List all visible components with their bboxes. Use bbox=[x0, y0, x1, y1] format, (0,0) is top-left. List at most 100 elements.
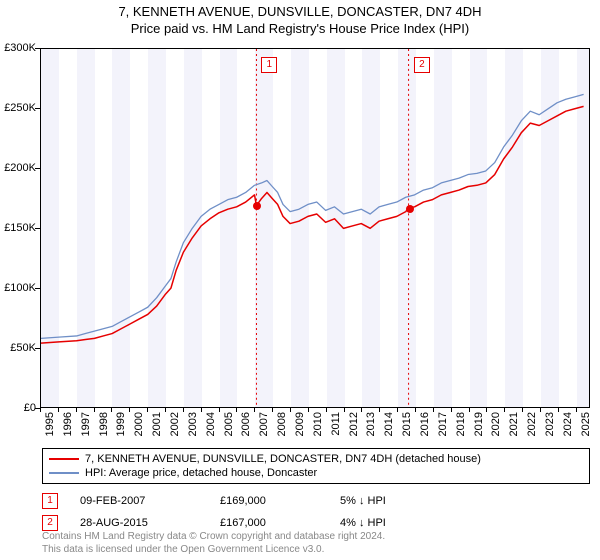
x-axis-label: 2006 bbox=[240, 412, 252, 436]
x-axis-label: 2014 bbox=[383, 412, 395, 436]
y-axis-label: £0 bbox=[0, 402, 36, 414]
series-price_paid bbox=[41, 106, 584, 343]
sale-hpi-delta: 4% ↓ HPI bbox=[340, 517, 590, 529]
x-tick bbox=[147, 407, 148, 412]
footer-line-2: This data is licensed under the Open Gov… bbox=[42, 544, 385, 557]
sale-hpi-delta: 5% ↓ HPI bbox=[340, 495, 590, 507]
legend-swatch bbox=[49, 458, 79, 460]
x-tick bbox=[344, 407, 345, 412]
x-axis-label: 2024 bbox=[562, 412, 574, 436]
x-axis-label: 2017 bbox=[437, 412, 449, 436]
x-axis-label: 2004 bbox=[205, 412, 217, 436]
x-axis-label: 1998 bbox=[98, 412, 110, 436]
y-tick bbox=[35, 168, 40, 169]
x-axis-label: 2011 bbox=[330, 412, 342, 436]
y-tick bbox=[35, 348, 40, 349]
x-tick bbox=[165, 407, 166, 412]
footer-line-1: Contains HM Land Registry data © Crown c… bbox=[42, 531, 385, 544]
x-tick bbox=[290, 407, 291, 412]
x-axis-label: 2018 bbox=[455, 412, 467, 436]
x-axis-label: 2005 bbox=[223, 412, 235, 436]
plot-area: 12 £0£50K£100K£150K£200K£250K£300K199519… bbox=[40, 48, 590, 408]
x-tick bbox=[76, 407, 77, 412]
sale-rows: 1 09-FEB-2007£169,0005% ↓ HPI 2 28-AUG-2015… bbox=[42, 490, 590, 534]
x-axis-label: 2016 bbox=[419, 412, 431, 436]
x-tick bbox=[379, 407, 380, 412]
x-tick bbox=[40, 407, 41, 412]
x-axis-label: 2013 bbox=[365, 412, 377, 436]
x-tick bbox=[576, 407, 577, 412]
x-tick bbox=[433, 407, 434, 412]
y-axis-label: £150K bbox=[0, 222, 36, 234]
x-axis-label: 2007 bbox=[258, 412, 270, 436]
y-tick bbox=[35, 288, 40, 289]
sale-number-box: 2 bbox=[42, 515, 58, 531]
x-tick bbox=[58, 407, 59, 412]
legend-swatch bbox=[49, 472, 79, 474]
x-axis-label: 2003 bbox=[187, 412, 199, 436]
sale-row: 1 09-FEB-2007£169,0005% ↓ HPI bbox=[42, 490, 590, 512]
x-axis-label: 1997 bbox=[80, 412, 92, 436]
y-tick bbox=[35, 228, 40, 229]
sale-price: £169,000 bbox=[220, 495, 340, 507]
chart-subtitle: Price paid vs. HM Land Registry's House … bbox=[0, 21, 600, 36]
sale-date: 28-AUG-2015 bbox=[80, 517, 220, 529]
x-axis-label: 2010 bbox=[312, 412, 324, 436]
x-axis-label: 2023 bbox=[544, 412, 556, 436]
y-axis-label: £100K bbox=[0, 282, 36, 294]
x-axis-label: 1996 bbox=[62, 412, 74, 436]
x-axis-label: 2021 bbox=[508, 412, 520, 436]
x-tick bbox=[415, 407, 416, 412]
x-axis-label: 2001 bbox=[151, 412, 163, 436]
x-tick bbox=[183, 407, 184, 412]
series-svg bbox=[41, 49, 589, 408]
y-tick bbox=[35, 108, 40, 109]
x-tick bbox=[236, 407, 237, 412]
x-tick bbox=[486, 407, 487, 412]
x-axis-label: 2009 bbox=[294, 412, 306, 436]
sale-marker-box: 2 bbox=[414, 57, 430, 73]
x-axis-label: 2000 bbox=[133, 412, 145, 436]
x-axis-label: 2020 bbox=[490, 412, 502, 436]
x-axis-label: 2025 bbox=[580, 412, 592, 436]
x-tick bbox=[397, 407, 398, 412]
sale-marker-dot bbox=[406, 205, 414, 213]
sale-number-box: 1 bbox=[42, 493, 58, 509]
x-tick bbox=[522, 407, 523, 412]
plot-frame: 12 bbox=[40, 48, 590, 408]
x-tick bbox=[219, 407, 220, 412]
x-axis-label: 2022 bbox=[526, 412, 538, 436]
legend-label: 7, KENNETH AVENUE, DUNSVILLE, DONCASTER,… bbox=[85, 453, 481, 465]
sale-price: £167,000 bbox=[220, 517, 340, 529]
footer-notice: Contains HM Land Registry data © Crown c… bbox=[42, 531, 385, 556]
x-axis-label: 1995 bbox=[44, 412, 56, 436]
series-hpi bbox=[41, 94, 584, 338]
x-axis-label: 2012 bbox=[348, 412, 360, 436]
y-axis-label: £300K bbox=[0, 42, 36, 54]
sale-date: 09-FEB-2007 bbox=[80, 495, 220, 507]
x-tick bbox=[504, 407, 505, 412]
y-axis-label: £200K bbox=[0, 162, 36, 174]
x-axis-label: 2015 bbox=[401, 412, 413, 436]
x-tick bbox=[326, 407, 327, 412]
x-axis-label: 2008 bbox=[276, 412, 288, 436]
x-tick bbox=[129, 407, 130, 412]
chart-titles: 7, KENNETH AVENUE, DUNSVILLE, DONCASTER,… bbox=[0, 0, 600, 36]
x-tick bbox=[308, 407, 309, 412]
x-tick bbox=[111, 407, 112, 412]
x-tick bbox=[94, 407, 95, 412]
x-tick bbox=[254, 407, 255, 412]
x-tick bbox=[451, 407, 452, 412]
x-axis-label: 1999 bbox=[115, 412, 127, 436]
chart-title: 7, KENNETH AVENUE, DUNSVILLE, DONCASTER,… bbox=[0, 4, 600, 19]
sale-marker-box: 1 bbox=[261, 57, 277, 73]
x-axis-label: 2002 bbox=[169, 412, 181, 436]
x-tick bbox=[272, 407, 273, 412]
legend-box: 7, KENNETH AVENUE, DUNSVILLE, DONCASTER,… bbox=[42, 448, 590, 484]
y-tick bbox=[35, 48, 40, 49]
y-axis-label: £50K bbox=[0, 342, 36, 354]
y-axis-label: £250K bbox=[0, 102, 36, 114]
x-tick bbox=[558, 407, 559, 412]
x-tick bbox=[540, 407, 541, 412]
legend-row: HPI: Average price, detached house, Donc… bbox=[49, 466, 583, 480]
